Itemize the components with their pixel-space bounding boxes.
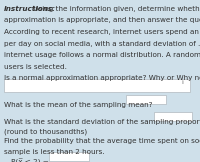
Text: internet usage follows a normal distribution. A random sample of 5 internet: internet usage follows a normal distribu… [4,52,200,58]
FancyBboxPatch shape [49,152,89,161]
Text: users is selected.: users is selected. [4,64,66,69]
FancyBboxPatch shape [126,95,166,104]
Text: What is the mean of the sampling mean?: What is the mean of the sampling mean? [4,102,152,108]
Text: According to recent research, internet users spend an average of 2.3 hours: According to recent research, internet u… [4,29,200,35]
FancyBboxPatch shape [4,79,190,92]
Text: ii: ii [181,80,184,85]
Text: P(x̅ < 2) =: P(x̅ < 2) = [11,159,49,162]
Text: Is a normal approximation appropriate? Why or Why not?: Is a normal approximation appropriate? W… [4,75,200,81]
Text: Instructions:: Instructions: [4,6,56,12]
Text: approximation is appropriate, and then answer the questions.: approximation is appropriate, and then a… [4,17,200,23]
Text: per day on social media, with a standard deviation of .3. It is thought that: per day on social media, with a standard… [4,41,200,47]
Text: What is the standard deviation of the sampling proportion?: What is the standard deviation of the sa… [4,119,200,125]
Text: (round to thousandths): (round to thousandths) [4,129,87,135]
Text: Find the probability that the average time spent on social media of the: Find the probability that the average ti… [4,138,200,144]
Text: Using the information given, determine whether a normal: Using the information given, determine w… [31,6,200,12]
FancyBboxPatch shape [154,112,192,121]
Text: sample is less than 2 hours.: sample is less than 2 hours. [4,149,104,155]
